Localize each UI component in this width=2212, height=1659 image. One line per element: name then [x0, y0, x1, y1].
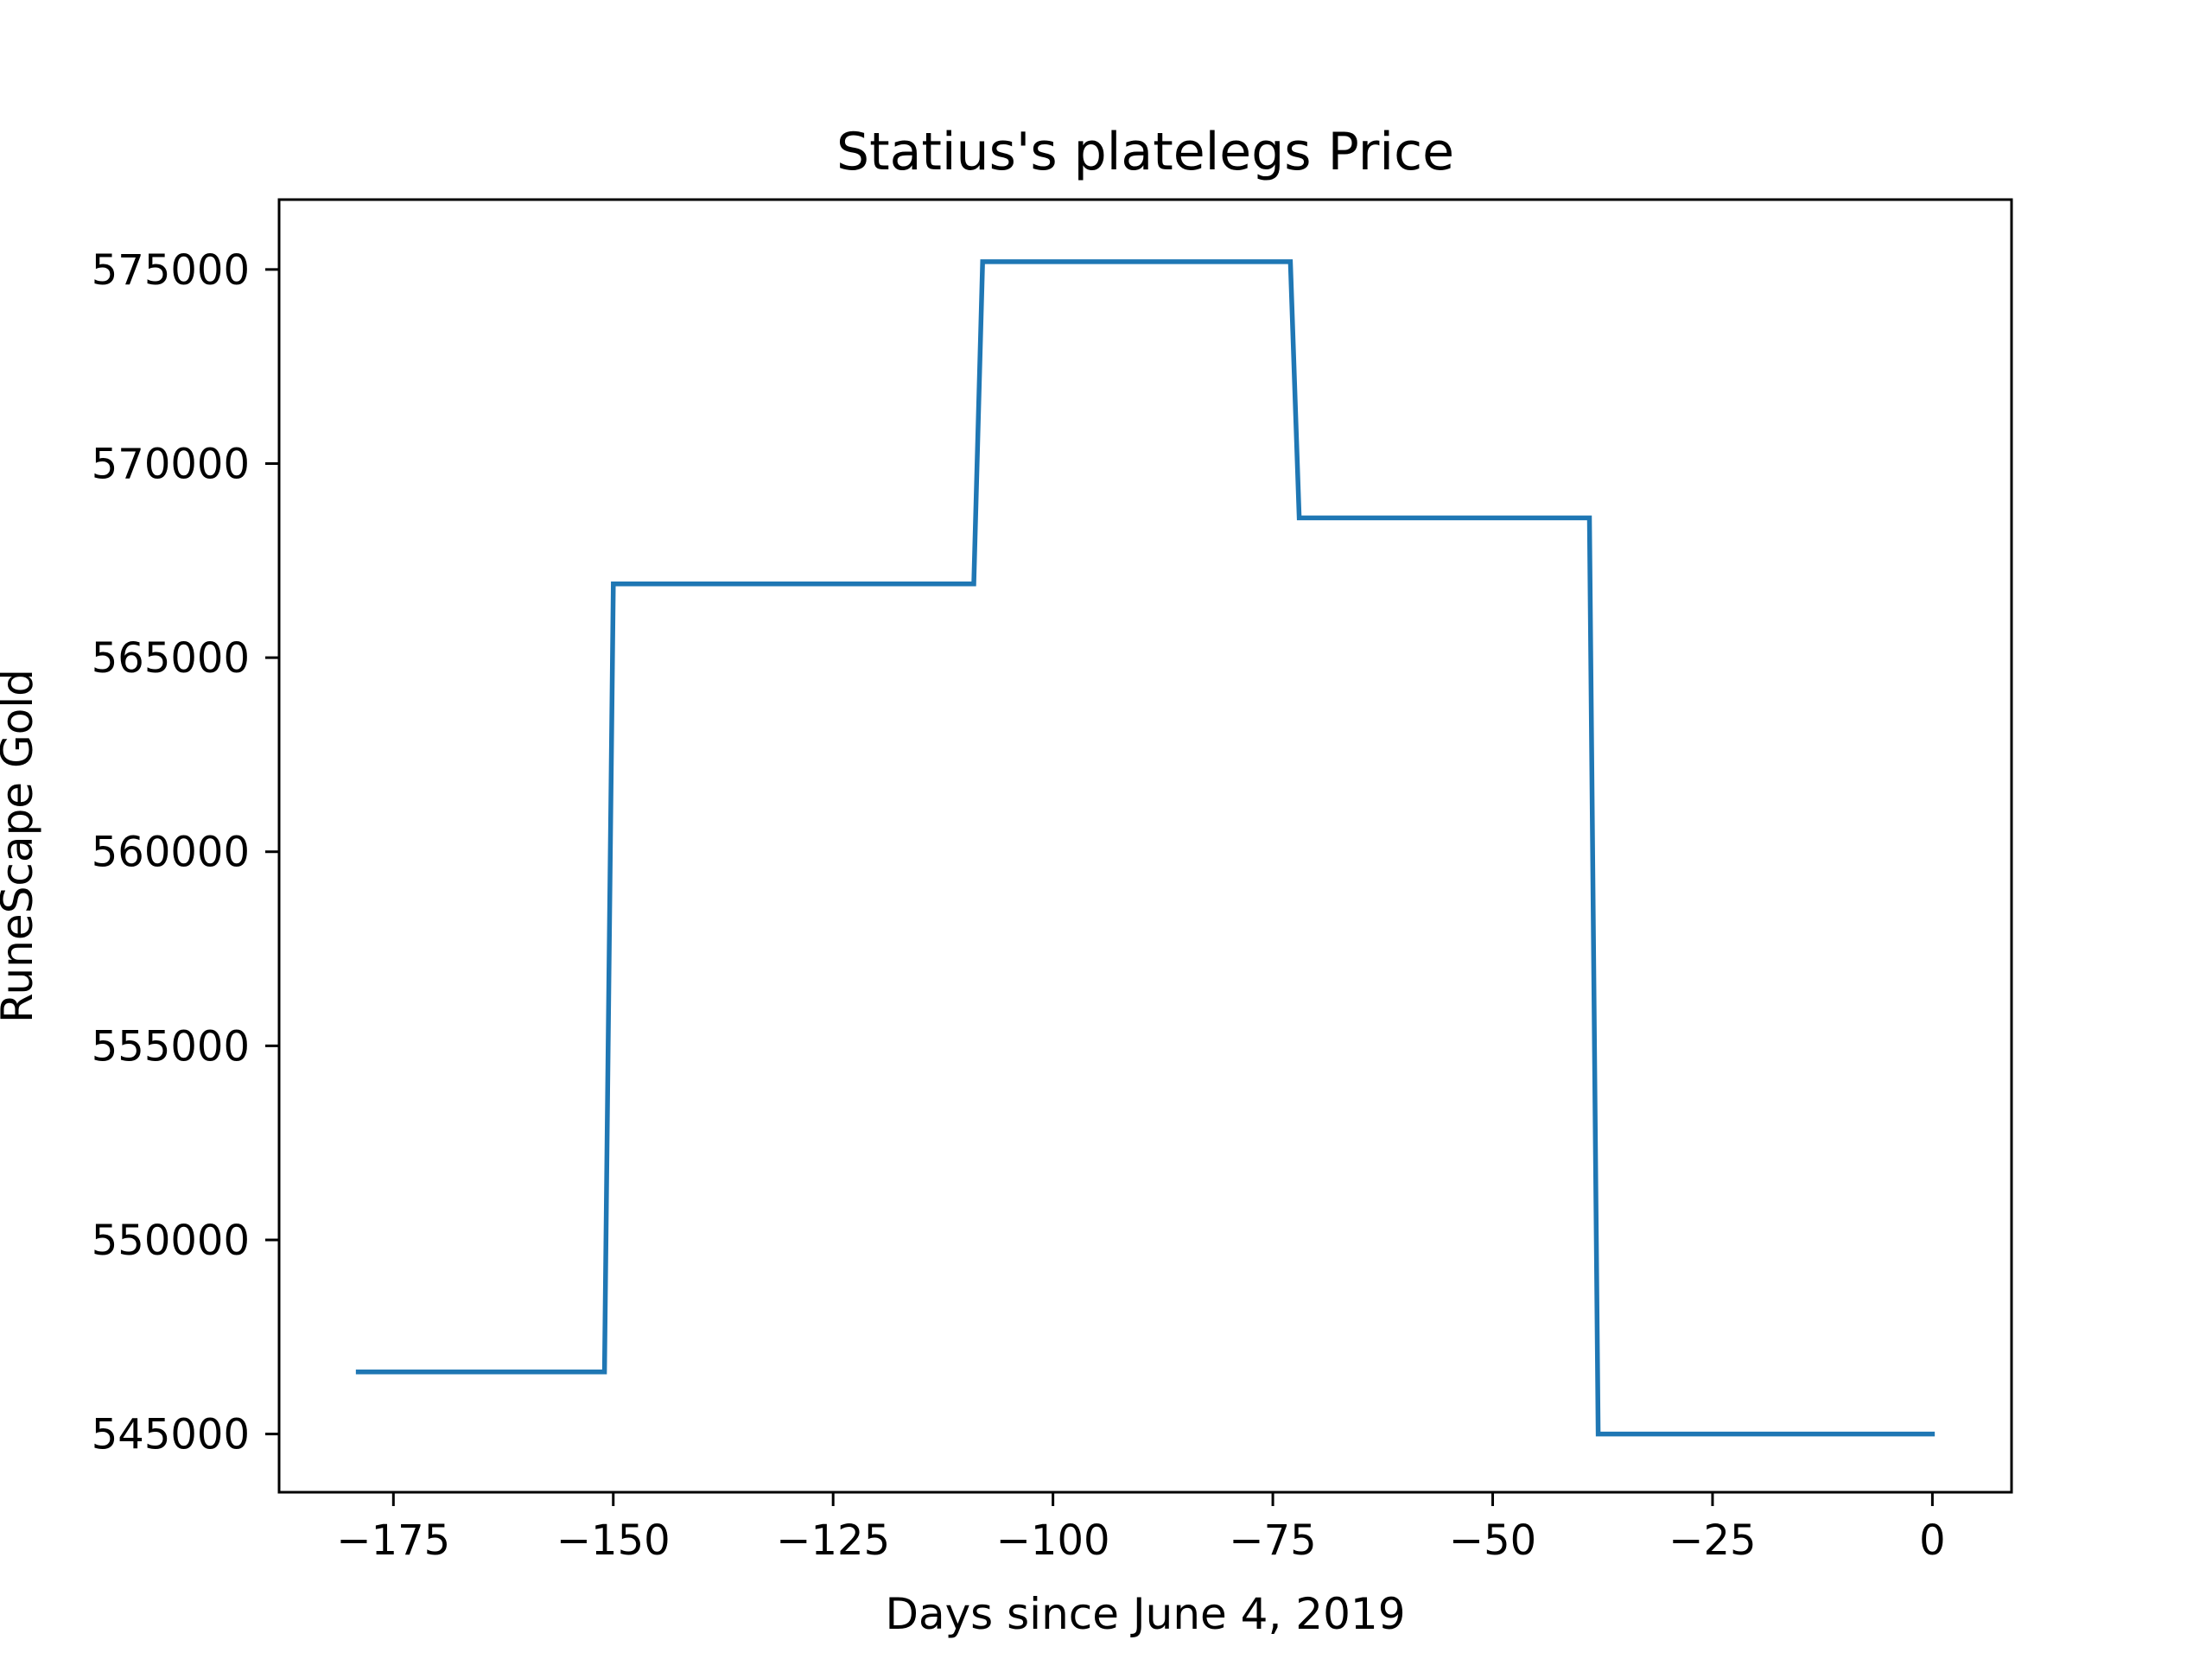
price-series-line	[355, 259, 1936, 1437]
y-tick-label: 570000	[92, 440, 250, 488]
chart-title: Statius's platelegs Price	[836, 122, 1454, 182]
y-tick-label: 545000	[92, 1411, 250, 1459]
x-tick-label: −125	[776, 1516, 890, 1565]
y-axis: 545000 550000 555000 560000 565000 570000 5750…	[92, 246, 279, 1459]
x-tick-label: −50	[1449, 1516, 1536, 1565]
plot-area	[279, 200, 2012, 1492]
x-tick-label: −150	[556, 1516, 671, 1565]
x-tick-label: −75	[1229, 1516, 1316, 1565]
y-tick-label: 550000	[92, 1217, 250, 1265]
y-tick-label: 560000	[92, 829, 250, 877]
x-axis: −175 −150 −125 −100 −75 −50 −25 0	[336, 1492, 1946, 1565]
series-layer	[355, 259, 1936, 1437]
x-tick-label: −100	[996, 1516, 1110, 1565]
x-tick-label: −25	[1669, 1516, 1756, 1565]
y-tick-label: 565000	[92, 634, 250, 683]
plot-frame	[277, 198, 2013, 1494]
x-axis-label: Days since June 4, 2019	[885, 1589, 1405, 1639]
x-tick-label: 0	[1919, 1516, 1946, 1565]
x-tick-label: −175	[336, 1516, 450, 1565]
y-tick-label: 555000	[92, 1022, 250, 1071]
y-tick-label: 575000	[92, 246, 250, 295]
y-axis-label: RuneScape Gold	[0, 669, 42, 1023]
